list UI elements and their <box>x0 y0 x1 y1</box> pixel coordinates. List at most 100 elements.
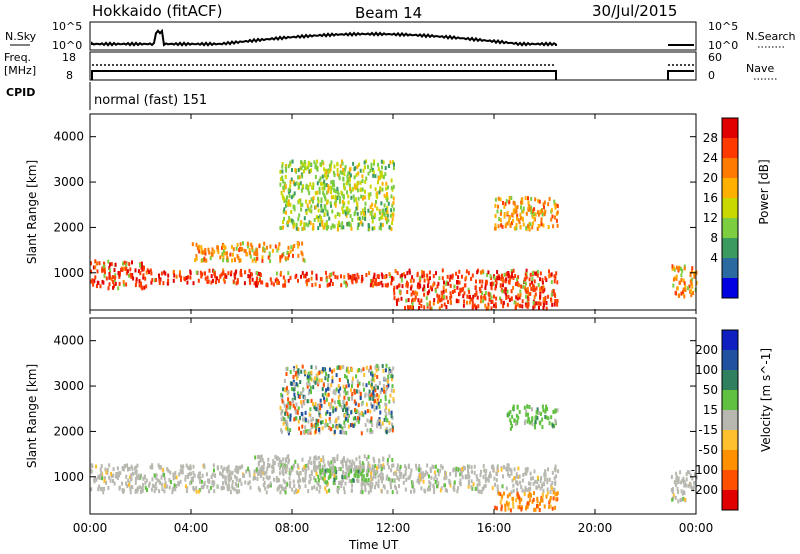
range-cell <box>432 283 435 288</box>
range-cell <box>449 274 452 279</box>
range-cell <box>336 425 339 430</box>
range-cell <box>255 251 258 256</box>
range-cell <box>275 277 278 282</box>
range-cell <box>363 160 366 165</box>
range-cell <box>422 270 425 275</box>
range-cell <box>372 403 375 408</box>
range-cell <box>211 481 214 485</box>
range-cell <box>548 505 551 509</box>
range-cell <box>675 478 678 483</box>
range-cell <box>387 377 390 382</box>
range-cell <box>242 241 244 246</box>
range-cell <box>304 410 307 415</box>
range-cell <box>305 271 308 276</box>
range-cell <box>286 412 289 417</box>
range-cell <box>321 186 324 191</box>
range-cell <box>325 388 328 393</box>
range-cell <box>372 170 375 174</box>
colorbar-swatch <box>722 178 738 199</box>
range-cell <box>328 163 331 168</box>
range-cell <box>359 391 362 396</box>
range-cell <box>299 198 302 203</box>
range-cell <box>380 280 383 285</box>
range-cell <box>370 471 373 476</box>
range-cell <box>531 419 533 424</box>
range-cell <box>307 206 310 211</box>
colorbar-swatch <box>722 278 738 299</box>
range-cell <box>334 391 337 396</box>
range-cell <box>323 225 326 230</box>
range-cell <box>443 294 445 299</box>
range-cell <box>526 287 529 292</box>
range-cell <box>303 478 306 483</box>
range-cell <box>165 484 168 489</box>
range-cell <box>200 245 203 249</box>
range-cell <box>525 211 528 216</box>
range-cell <box>313 476 316 481</box>
range-cell <box>382 463 385 468</box>
range-cell <box>461 475 464 480</box>
range-cell <box>214 473 216 478</box>
range-cell <box>420 474 423 479</box>
range-cell <box>301 364 304 369</box>
range-cell <box>345 416 348 421</box>
range-cell <box>308 191 311 196</box>
range-cell <box>386 192 388 197</box>
range-cell <box>356 272 359 277</box>
range-cell <box>302 169 305 174</box>
range-cell <box>412 278 415 283</box>
range-cell <box>514 209 517 214</box>
range-cell <box>317 465 319 470</box>
range-cell <box>537 198 540 203</box>
range-cell <box>381 211 384 216</box>
range-cell <box>541 425 544 430</box>
range-cell <box>538 305 540 310</box>
range-cell <box>299 478 302 483</box>
range-cell <box>551 506 554 511</box>
range-cell <box>317 208 320 213</box>
range-cell <box>381 215 384 220</box>
range-cell <box>349 187 351 192</box>
range-cell <box>341 464 344 469</box>
range-cell <box>378 404 381 409</box>
range-cell <box>687 483 690 488</box>
range-cell <box>284 256 287 261</box>
range-cell <box>388 272 391 277</box>
range-cell <box>511 213 514 218</box>
range-cell <box>272 282 275 287</box>
range-cell <box>390 281 393 286</box>
range-cell <box>316 422 319 427</box>
range-cell <box>480 490 483 495</box>
range-cell <box>321 387 324 392</box>
range-cell <box>297 479 300 484</box>
range-cell <box>350 388 352 393</box>
range-cell <box>260 466 263 471</box>
range-cell <box>386 461 389 466</box>
range-cell <box>259 278 261 283</box>
range-cell <box>151 483 154 488</box>
range-cell <box>362 168 365 173</box>
range-cell <box>302 477 305 482</box>
range-cell <box>260 472 263 477</box>
range-cell <box>682 287 685 292</box>
range-cell <box>315 166 318 171</box>
range-cell <box>433 298 436 302</box>
range-cell <box>167 273 170 278</box>
range-cell <box>288 215 291 220</box>
range-cell <box>313 464 316 469</box>
range-cell <box>334 468 337 473</box>
range-cell <box>337 227 339 232</box>
range-cell <box>368 380 370 385</box>
range-cell <box>499 296 501 301</box>
range-cell <box>507 463 510 468</box>
range-cell <box>454 473 457 478</box>
range-cell <box>375 278 377 283</box>
range-cell <box>449 483 452 488</box>
range-cell <box>91 278 94 283</box>
range-cell <box>295 222 298 227</box>
range-cell <box>238 465 241 470</box>
range-cell <box>270 281 273 286</box>
range-cell <box>313 468 316 473</box>
range-cell <box>341 458 344 463</box>
range-cell <box>508 501 510 506</box>
